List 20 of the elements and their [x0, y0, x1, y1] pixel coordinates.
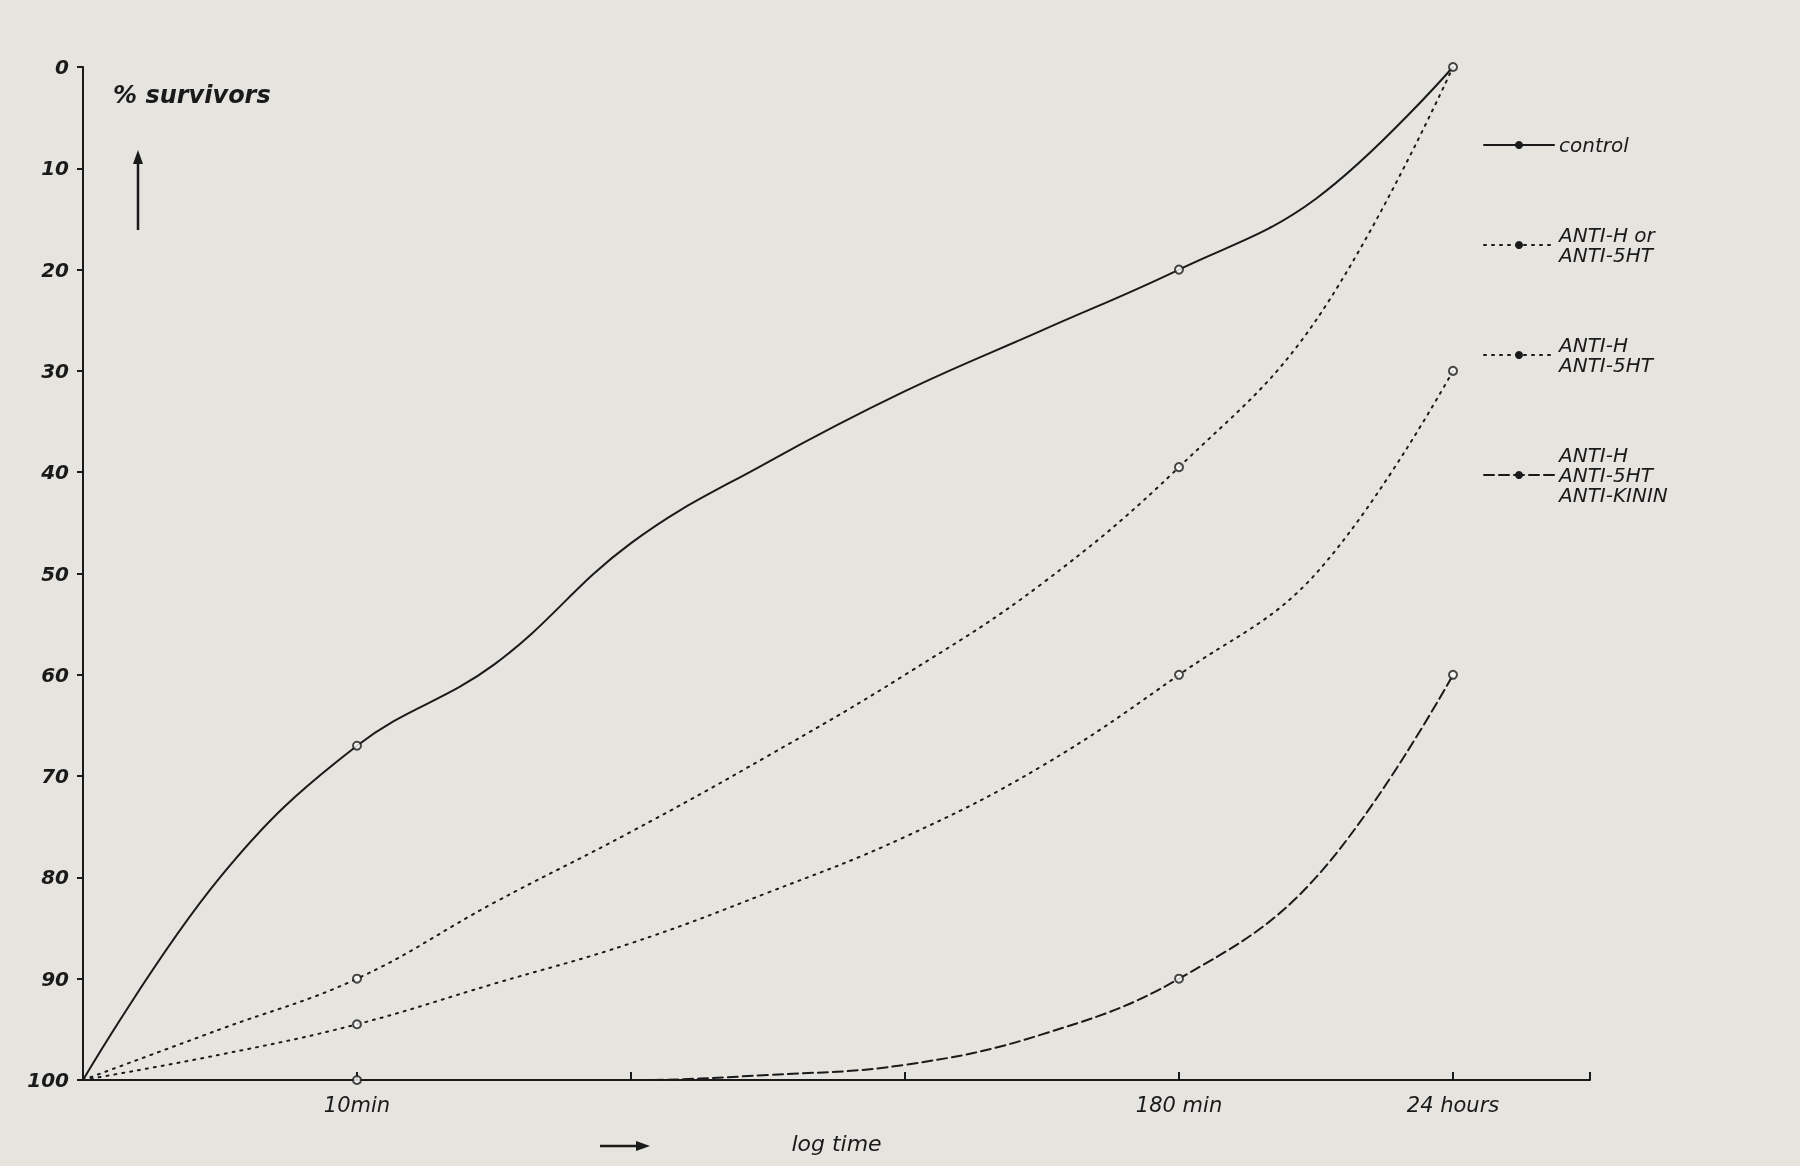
y-tick-label: 90: [41, 966, 70, 991]
y-tick-label: 100: [27, 1068, 70, 1092]
y-tick-label: 10: [41, 156, 70, 181]
y-tick-label: 60: [41, 662, 70, 687]
legend-label: ANTI-H ANTI-5HT ANTI-KININ: [1557, 443, 1668, 507]
y-tick-label: 50: [41, 561, 70, 586]
x-tick-label: 10min: [323, 1092, 391, 1117]
y-tick-label: 0: [55, 55, 70, 79]
x-tick-label: 180 min: [1135, 1092, 1223, 1117]
y-tick-label: 40: [40, 460, 70, 485]
legend-label: ANTI-H ANTI-5HT: [1557, 333, 1655, 377]
y-tick-label: 80: [41, 865, 70, 890]
x-tick-label: 24 hours: [1406, 1092, 1500, 1117]
legend-label: control: [1559, 133, 1630, 157]
y-axis-title: % survivors: [113, 81, 271, 109]
y-tick-label: 20: [41, 257, 70, 282]
y-tick-label: 70: [41, 764, 70, 789]
y-tick-label: 30: [41, 358, 70, 383]
legend-label: ANTI-H or ANTI-5HT: [1557, 223, 1657, 267]
x-axis-title: log time: [791, 1130, 882, 1156]
